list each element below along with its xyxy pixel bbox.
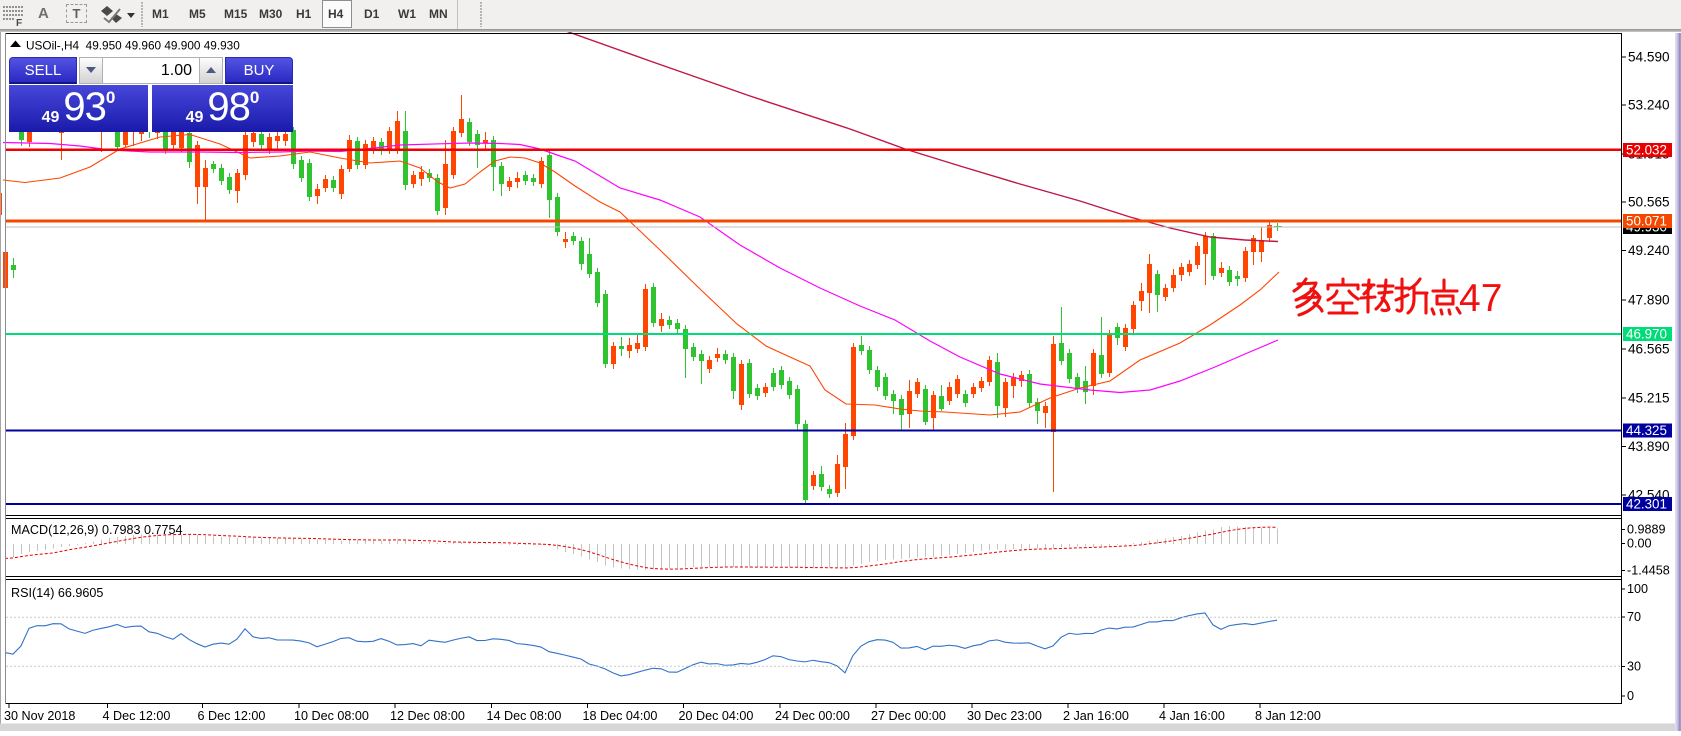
svg-text:-1.4458: -1.4458 — [1627, 564, 1670, 578]
svg-text:F: F — [16, 18, 22, 26]
svg-text:8 Jan 12:00: 8 Jan 12:00 — [1255, 709, 1321, 723]
svg-text:24 Dec 00:00: 24 Dec 00:00 — [775, 709, 850, 723]
svg-text:50.565: 50.565 — [1628, 195, 1670, 210]
svg-text:4 Dec 12:00: 4 Dec 12:00 — [103, 709, 171, 723]
svg-text:20 Dec 04:00: 20 Dec 04:00 — [679, 709, 754, 723]
svg-text:RSI(14) 66.9605: RSI(14) 66.9605 — [11, 586, 103, 600]
svg-text:45.215: 45.215 — [1628, 391, 1670, 406]
svg-text:53.240: 53.240 — [1628, 98, 1670, 113]
svg-text:MACD(12,26,9) 0.7983 0.7754: MACD(12,26,9) 0.7983 0.7754 — [11, 523, 183, 537]
svg-text:10 Dec 08:00: 10 Dec 08:00 — [294, 709, 369, 723]
svg-text:30: 30 — [1627, 660, 1641, 674]
svg-text:14 Dec 08:00: 14 Dec 08:00 — [487, 709, 562, 723]
svg-text:30 Dec 23:00: 30 Dec 23:00 — [967, 709, 1042, 723]
svg-text:100: 100 — [1627, 582, 1648, 596]
svg-text:18 Dec 04:00: 18 Dec 04:00 — [583, 709, 658, 723]
svg-text:USOil-,H4 49.950 49.960 49.90: USOil-,H4 49.950 49.960 49.900 49.930 — [26, 39, 240, 53]
svg-text:50.071: 50.071 — [1626, 214, 1667, 229]
svg-text:52.032: 52.032 — [1626, 143, 1667, 158]
svg-text:46.970: 46.970 — [1626, 327, 1667, 342]
svg-text:30 Nov 2018: 30 Nov 2018 — [4, 709, 75, 723]
svg-text:6 Dec 12:00: 6 Dec 12:00 — [198, 709, 266, 723]
svg-text:54.590: 54.590 — [1628, 50, 1670, 65]
svg-text:42.301: 42.301 — [1626, 497, 1667, 512]
svg-text:49.240: 49.240 — [1628, 243, 1670, 258]
svg-text:47: 47 — [1459, 277, 1502, 320]
svg-text:4 Jan 16:00: 4 Jan 16:00 — [1159, 709, 1225, 723]
svg-text:27 Dec 00:00: 27 Dec 00:00 — [871, 709, 946, 723]
svg-text:70: 70 — [1627, 610, 1641, 624]
svg-text:44.325: 44.325 — [1626, 423, 1667, 438]
svg-text:46.565: 46.565 — [1628, 342, 1670, 357]
svg-text:47.890: 47.890 — [1628, 293, 1670, 308]
svg-text:0.00: 0.00 — [1627, 537, 1652, 551]
svg-text:43.890: 43.890 — [1628, 439, 1670, 454]
svg-text:0.9889: 0.9889 — [1627, 523, 1666, 537]
svg-text:0: 0 — [1627, 689, 1634, 703]
svg-text:2 Jan 16:00: 2 Jan 16:00 — [1063, 709, 1129, 723]
svg-text:12 Dec 08:00: 12 Dec 08:00 — [390, 709, 465, 723]
